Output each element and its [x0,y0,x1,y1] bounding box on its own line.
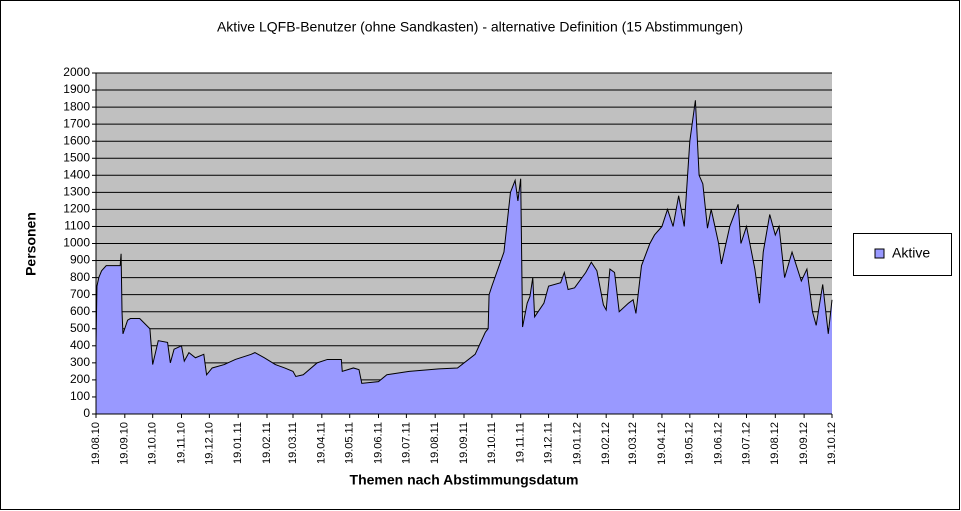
x-tick-label: 19.02.12 [600,422,612,465]
x-tick-label: 19.05.11 [344,422,356,464]
y-axis-label: Personen [23,212,39,276]
x-tick-label: 19.07.12 [740,422,752,465]
y-tick-label: 1200 [63,202,90,216]
x-tick-label: 19.03.11 [287,422,299,464]
legend-label: Aktive [892,245,930,261]
y-tick-label: 700 [70,287,90,301]
y-tick-label: 500 [70,321,90,335]
x-tick-label: 19.03.12 [627,422,639,465]
y-tick-label: 1800 [63,99,90,113]
area-line [95,100,833,384]
y-tick-label: 1300 [63,185,90,199]
y-tick-label: 200 [70,372,90,386]
y-tick-label: 1400 [63,167,90,181]
x-tick-label: 19.08.11 [429,422,441,464]
x-tick-label: 19.09.12 [798,422,810,465]
x-axis-label: Themen nach Abstimmungsdatum [350,472,579,488]
chart-title: Aktive LQFB-Benutzer (ohne Sandkasten) -… [217,19,743,35]
area [96,100,832,414]
y-tick-label: 100 [70,389,90,403]
x-tick-label: 19.07.11 [400,422,412,464]
y-tick-label: 800 [70,270,90,284]
y-tick-label: 1700 [63,116,90,130]
y-tick-label: 1600 [63,133,90,147]
x-tick-label: 19.10.12 [826,422,838,465]
x-tick-label: 19.09.10 [119,422,131,465]
y-tick-label: 1900 [63,82,90,96]
x-tick-label: 19.05.12 [684,422,696,465]
x-tick-label: 19.12.10 [203,422,215,465]
x-tick-label: 19.06.12 [713,422,725,465]
x-tick-label: 19.04.12 [656,422,668,465]
x-tick-label: 19.08.12 [769,422,781,465]
x-tick-label: 19.09.11 [458,422,470,464]
x-tick-label: 19.02.11 [261,422,273,464]
y-tick-label: 1000 [63,236,90,250]
legend-swatch [874,248,885,259]
x-tick-label: 19.01.12 [571,422,583,465]
x-tick-label: 19.08.10 [90,422,102,465]
y-tick-label: 400 [70,338,90,352]
y-tick-label: 1500 [63,150,90,164]
legend-box [853,233,952,276]
x-tick-label: 19.11.10 [175,422,187,464]
x-tick-label: 19.12.11 [542,422,554,464]
y-tick-label: 300 [70,355,90,369]
x-tick-label: 19.10.10 [147,422,159,465]
x-tick-label: 19.11.11 [515,422,527,463]
y-tick-label: 600 [70,304,90,318]
y-tick-label: 1100 [64,219,90,233]
x-tick-label: 19.04.11 [316,422,328,464]
y-tick-label: 900 [70,253,90,267]
y-tick-label: 2000 [63,65,90,79]
x-tick-label: 19.10.11 [486,422,498,464]
x-tick-label: 19.06.11 [372,422,384,464]
x-tick-label: 19.01.11 [232,422,244,464]
y-tick-label: 0 [83,406,90,420]
